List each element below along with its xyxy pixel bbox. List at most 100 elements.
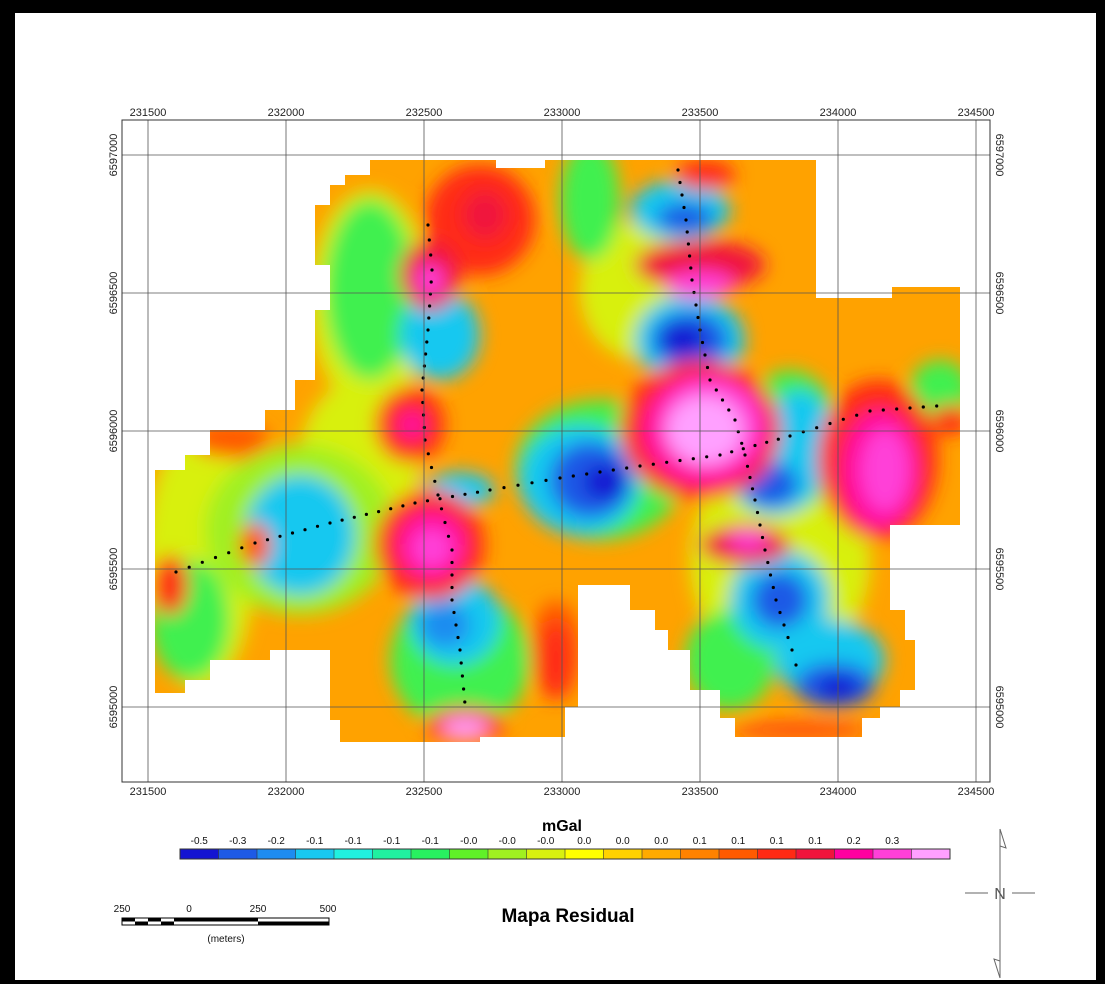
survey-station-dot [364,512,368,517]
scale-label: 250 [114,904,131,915]
survey-station-dot [745,464,750,468]
survey-station-dot [684,218,688,222]
survey-station-dot [774,598,778,602]
scale-label: 250 [250,904,267,915]
survey-station-dot [213,555,218,560]
survey-station-dot [790,648,794,652]
y-tick-left: 6596000 [108,410,120,453]
legend-swatch [911,849,951,859]
legend-swatch [334,849,373,859]
survey-station-dot [558,476,562,480]
survey-station-dot [544,478,548,482]
survey-station-dot [446,534,451,538]
survey-station-dot [750,487,755,491]
legend-labels: -0.5 -0.3 -0.2 -0.1 -0.1 -0.1 -0.1 -0.0 -0.0 -0.0… [191,836,900,847]
survey-station-dot [571,474,575,478]
survey-station-dot [450,585,454,590]
survey-stations [174,168,939,704]
legend-swatch [603,849,643,859]
survey-station-dot [788,434,792,438]
survey-station-dot [253,541,257,545]
survey-station-dot [439,507,444,511]
y-axis-left: 6597000 6596500 6596000 6595500 6595000 [108,134,120,729]
legend-swatch [680,849,720,859]
legend-swatch [719,849,758,859]
survey-station-dot [638,464,642,468]
survey-station-dot [450,560,454,565]
x-tick-top: 233500 [682,107,719,119]
y-tick-left: 6595500 [108,548,120,591]
survey-station-dot [703,353,707,357]
survey-station-dot [452,610,456,615]
x-tick-bottom: 231500 [130,786,167,798]
survey-station-dot [265,538,270,542]
survey-station-dot [881,408,885,412]
legend-swatch [488,849,527,859]
survey-station-dot [736,430,740,434]
survey-station-dot [730,450,734,454]
survey-station-dot [429,253,433,257]
survey-station-dot [463,492,467,496]
survey-station-dot [426,328,430,332]
survey-station-dot [688,254,692,258]
survey-station-dot [935,404,939,408]
x-axis-top: 231500 232000 232500 233000 233500 23400… [130,107,995,119]
legend-label: 0.2 [847,836,861,847]
legend-label: 0.3 [885,836,899,847]
survey-station-dot [689,266,693,270]
survey-station-dot [433,479,437,483]
survey-station-dot [443,520,447,525]
map-title: Mapa Residual [501,906,634,927]
survey-station-dot [389,507,393,511]
legend-swatch [411,849,450,859]
survey-station-dot [895,407,899,411]
legend-swatch [372,849,412,859]
legend-swatch [526,849,566,859]
y-tick-left: 6596500 [108,272,120,315]
survey-station-dot [733,418,737,422]
survey-station-dot [815,426,819,430]
legend-label: 0.1 [731,836,745,847]
survey-station-dot [753,498,757,502]
north-arrow-icon: N [965,828,1035,979]
survey-station-dot [516,483,520,487]
survey-station-dot [328,521,332,525]
survey-station-dot [303,528,307,532]
x-tick-bottom: 232500 [406,786,443,798]
survey-station-dot [426,452,430,456]
legend-label: -0.1 [306,836,324,847]
survey-station-dot [760,535,765,540]
survey-station-dot [908,406,912,410]
x-tick-bottom: 233500 [682,786,719,798]
survey-station-dot [921,405,925,409]
scale-unit: (meters) [207,934,244,945]
legend-label: -0.0 [537,836,555,847]
x-tick-top: 234000 [820,107,857,119]
survey-station-dot [625,466,629,470]
legend-label: -0.0 [460,836,478,847]
legend-swatch [295,849,335,859]
legend-label: 0.1 [808,836,822,847]
survey-station-dot [782,623,786,627]
survey-station-dot [771,585,775,590]
survey-station-dot [720,398,725,402]
survey-station-dot [426,223,430,227]
survey-station-dot [450,598,454,602]
legend-swatch [565,849,604,859]
y-tick-right: 6595000 [993,686,1005,729]
survey-station-dot [786,635,790,640]
survey-station-dot [665,460,669,464]
survey-station-dot [530,481,534,485]
survey-station-dot [187,565,191,569]
legend-swatch [757,849,797,859]
x-tick-bottom: 233000 [544,786,581,798]
survey-station-dot [352,515,356,519]
map-border [121,119,991,783]
y-tick-right: 6597000 [993,134,1005,177]
survey-station-dot [200,560,204,564]
survey-station-dot [421,413,426,417]
survey-station-dot [758,523,762,527]
x-tick-top: 232000 [268,107,305,119]
survey-station-dot [401,504,405,508]
